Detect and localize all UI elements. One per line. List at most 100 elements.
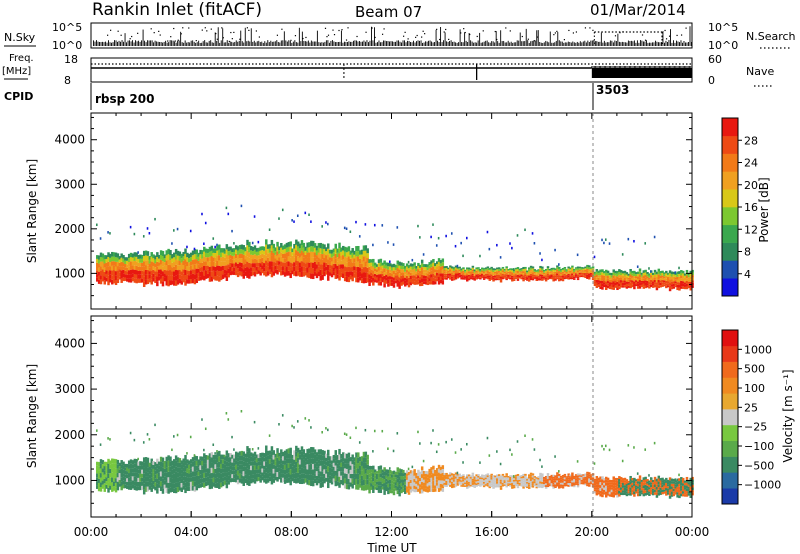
velocity-cell: [430, 481, 433, 485]
power-cell: [319, 269, 322, 276]
power-cell: [188, 258, 191, 263]
power-cell: [315, 250, 319, 256]
power-cell: [233, 263, 236, 268]
power-cell: [484, 275, 488, 277]
nsky-point: [476, 35, 478, 38]
velocity-cell: [507, 484, 510, 487]
velocity-cell: [291, 454, 294, 459]
velocity-cell: [567, 473, 570, 476]
velocity-cell: [321, 471, 324, 477]
velocity-cell: [497, 485, 501, 488]
velocity-cell: [242, 471, 245, 477]
velocity-cell: [270, 462, 274, 469]
velocity-cell: [338, 482, 341, 488]
velocity-cell: [188, 482, 191, 487]
velocity-cell: [223, 464, 227, 469]
power-cell: [646, 283, 649, 286]
velocity-cell: [558, 475, 561, 479]
power-cell: [287, 251, 291, 257]
velocity-cell: [561, 476, 565, 479]
power-cell: [278, 257, 281, 262]
velocity-cell: [280, 468, 283, 474]
power-cell: [573, 268, 576, 271]
power-cell: [327, 259, 330, 265]
power-cell: [651, 281, 655, 284]
velocity-cell: [394, 485, 398, 488]
power-cell: [415, 271, 418, 275]
power-cell: [212, 248, 215, 253]
power-cell: [270, 255, 274, 262]
velocity-cell: [409, 486, 413, 490]
power-cell: [578, 268, 582, 270]
velocity-cell: [405, 486, 409, 490]
power-cell: [332, 252, 336, 257]
power-cell: [467, 274, 471, 277]
power-cell: [584, 271, 587, 274]
power-cell: [458, 271, 461, 273]
velocity-cell: [178, 476, 182, 482]
velocity-cell: [295, 478, 298, 484]
velocity-cell: [287, 477, 291, 483]
nsky-point: [505, 27, 507, 29]
velocity-cell: [296, 472, 300, 478]
velocity-cell: [390, 490, 394, 494]
power-cell: [565, 274, 569, 277]
power-scatter: [142, 235, 145, 238]
nsky-label: N.Sky: [4, 31, 36, 44]
power-cell: [612, 281, 615, 285]
velocity-cell: [375, 473, 379, 477]
power-cell: [152, 269, 155, 274]
power-cell: [133, 274, 137, 279]
velocity-cell: [129, 463, 133, 469]
power-cell: [161, 261, 165, 267]
velocity-cell: [180, 473, 184, 479]
velocity-cell: [524, 479, 527, 482]
power-cell: [251, 246, 255, 252]
velocity-cell: [154, 478, 157, 483]
power-cell: [514, 277, 518, 279]
velocity-cell: [571, 472, 574, 475]
velocity-cell: [447, 483, 450, 486]
power-cell: [621, 275, 625, 279]
velocity-scatter: [325, 427, 327, 430]
power-cell: [163, 269, 167, 274]
velocity-scatter: [437, 443, 440, 446]
power-cell: [578, 271, 582, 273]
power-cell: [212, 252, 215, 258]
velocity-cell: [364, 473, 368, 480]
power-cell: [475, 269, 478, 271]
power-cell: [449, 267, 452, 270]
power-cell: [481, 269, 484, 271]
power-cell: [171, 275, 174, 281]
power-cell: [218, 255, 221, 261]
power-cell: [582, 273, 585, 275]
velocity-cell: [280, 454, 283, 459]
power-cell: [244, 251, 247, 256]
velocity-cell: [259, 474, 262, 479]
power-cell: [283, 258, 287, 263]
power-cell: [501, 272, 505, 274]
power-cell: [122, 258, 125, 263]
power-cell: [156, 261, 159, 267]
velocity-cell: [253, 474, 257, 480]
power-cell: [467, 272, 471, 275]
power-cell: [561, 277, 565, 280]
power-cell: [373, 262, 377, 266]
velocity-cell: [381, 480, 384, 484]
power-cell: [603, 273, 606, 276]
velocity-cell: [373, 478, 377, 481]
power-cell: [345, 257, 349, 263]
power-cell: [657, 268, 661, 272]
velocity-cell: [233, 466, 236, 471]
velocity-cell: [556, 480, 559, 483]
power-cell: [319, 259, 322, 265]
power-cell: [240, 249, 244, 254]
velocity-cell: [144, 462, 148, 467]
power-cell: [681, 273, 685, 276]
power-cell: [206, 253, 210, 258]
power-cell: [559, 277, 563, 279]
power-cell: [362, 245, 366, 251]
velocity-cell: [112, 481, 116, 487]
velocity-cell: [402, 485, 405, 489]
velocity-cell: [327, 482, 330, 489]
